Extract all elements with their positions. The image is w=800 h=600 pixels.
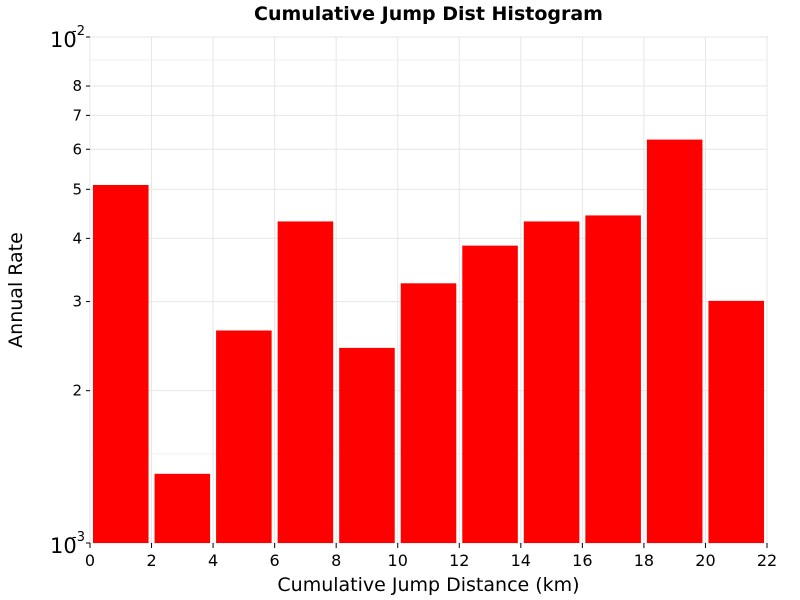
- histogram-bar: [646, 139, 703, 543]
- y-tick-label: 8: [72, 77, 82, 95]
- x-tick-label: 4: [208, 551, 218, 570]
- x-axis-label: Cumulative Jump Distance (km): [277, 574, 579, 596]
- histogram-bar: [277, 221, 334, 543]
- x-tick-label: 10: [388, 551, 408, 570]
- x-tick-label: 16: [572, 551, 592, 570]
- histogram-bar: [523, 221, 580, 543]
- chart-title: Cumulative Jump Dist Histogram: [254, 3, 603, 25]
- x-tick-label: 18: [634, 551, 654, 570]
- x-tick-label: 20: [695, 551, 715, 570]
- y-tick-label: 3: [72, 293, 82, 311]
- x-tick-label: 12: [449, 551, 469, 570]
- y-axis-label: Annual Rate: [5, 232, 27, 348]
- x-tick-label: 0: [85, 551, 95, 570]
- histogram-bar: [93, 184, 149, 544]
- grid-lines: [89, 36, 768, 544]
- histogram-bar: [585, 215, 641, 544]
- x-axis-ticks: 0 2 4 6 8 10 12 14 16 18 20 22: [85, 543, 777, 570]
- x-tick-label: 6: [270, 551, 280, 570]
- histogram-bar: [708, 300, 764, 543]
- x-tick-label: 14: [511, 551, 531, 570]
- y-tick-power-label: 10-3: [50, 530, 85, 558]
- y-tick-power-base: 10: [50, 534, 77, 558]
- y-tick-power-base: 10: [50, 28, 77, 52]
- bars-group: [93, 139, 764, 544]
- y-tick-label: 6: [72, 140, 82, 158]
- y-tick-label: 7: [72, 106, 82, 124]
- histogram-bar: [216, 330, 272, 543]
- histogram-bar: [462, 245, 518, 543]
- y-tick-power-exponent: -2: [72, 24, 85, 39]
- x-tick-label: 8: [331, 551, 341, 570]
- histogram-bar: [339, 347, 395, 543]
- y-tick-label: 5: [72, 180, 82, 198]
- x-tick-label: 2: [146, 551, 156, 570]
- histogram-bar: [154, 473, 211, 543]
- y-tick-label: 2: [72, 382, 82, 400]
- y-tick-label: 4: [72, 229, 82, 247]
- x-tick-label: 22: [757, 551, 777, 570]
- y-tick-power-exponent: -3: [72, 530, 85, 545]
- histogram-bar: [400, 283, 457, 543]
- y-tick-power-label: 10-2: [50, 24, 85, 52]
